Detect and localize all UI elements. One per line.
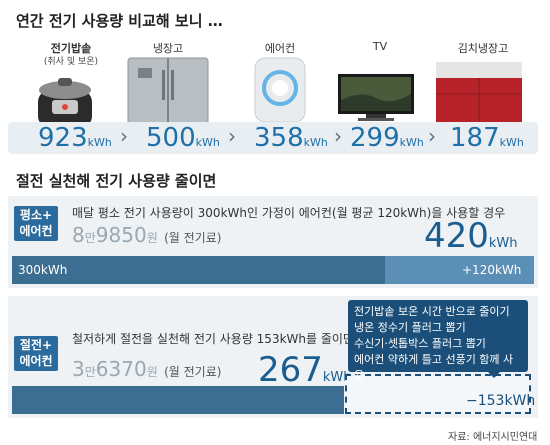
source-note: 자료: 에너지시민연대 [448, 432, 538, 443]
panel1-bar-left-label: 300kWh [18, 263, 68, 277]
reduction-box [345, 374, 531, 414]
appliance-label-rice-cooker: 전기밥솥 [50, 42, 92, 55]
reduction-value: −153kWh [466, 393, 536, 409]
panel1-total-usage: 420kWh [424, 216, 518, 256]
section-title-savings: 절전 실천해 전기 사용량 줄이면 [16, 172, 217, 190]
chevron-right-icon: › [228, 124, 236, 148]
panel1-monthly-bill: 8만9850원 (월 전기료) [72, 223, 222, 247]
appliance-label-refrigerator: 냉장고 [152, 42, 184, 55]
appliance-sublabel-rice-cooker: (취사 및 보온) [43, 57, 99, 67]
panel2-description: 철저하게 절전을 실천해 전기 사용량 153kWh를 줄이면 [72, 332, 354, 346]
badge-normal-plus-ac: 평소+ 에어컨 [14, 206, 58, 241]
panel2-total-usage: 267kWh [258, 350, 352, 390]
tv-icon [338, 74, 414, 121]
panel1-usage-bar [12, 256, 534, 284]
tip-item: 냉온 정수기 플러그 뽑기 [354, 321, 466, 334]
tip-item: 수신기·셋톱박스 플러그 뽑기 [354, 337, 486, 350]
appliance-label-air-conditioner: 에어컨 [264, 42, 296, 55]
usage-value-air-conditioner: 358kWh [254, 123, 328, 153]
usage-value-tv: 299kWh [350, 123, 424, 153]
chevron-right-icon: › [334, 124, 342, 148]
appliance-label-tv: TV [372, 40, 388, 53]
badge-saving-plus-ac: 절전+ 에어컨 [14, 336, 58, 371]
tip-item: 전기밥솥 보온 시간 반으로 줄이기 [354, 305, 510, 318]
chevron-right-icon: › [120, 124, 128, 148]
page-title: 연간 전기 사용량 비교해 보니 … [16, 12, 223, 30]
usage-value-kimchi-fridge: 187kWh [450, 123, 524, 153]
usage-value-refrigerator: 500kWh [146, 123, 220, 153]
usage-comparison-bar [8, 122, 538, 154]
panel2-monthly-bill: 3만6370원 (월 전기료) [72, 357, 222, 381]
panel1-base-segment [12, 256, 385, 284]
appliance-label-kimchi-fridge: 김치냉장고 [457, 42, 509, 55]
air-conditioner-icon [254, 57, 306, 123]
refrigerator-icon [127, 57, 209, 126]
saving-tips-callout: 전기밥솥 보온 시간 반으로 줄이기 냉온 정수기 플러그 뽑기 수신기·셋톱박… [348, 300, 528, 382]
tip-item: 에어컨 약하게 틀고 선풍기 함께 사용 [354, 353, 514, 382]
kimchi-fridge-icon [436, 62, 522, 124]
callout-pointer [488, 372, 500, 378]
chevron-right-icon: › [428, 124, 436, 148]
panel1-bar-right-label: +120kWh [462, 263, 522, 277]
panel1-description: 매달 평소 전기 사용량이 300kWh인 가정이 에어컨(월 평균 120kW… [72, 206, 506, 220]
rice-cooker-icon [38, 78, 92, 128]
panel2-usage-bar [12, 386, 344, 414]
usage-value-rice-cooker: 923kWh [38, 123, 112, 153]
panel2-usage-bar-track [12, 386, 534, 414]
